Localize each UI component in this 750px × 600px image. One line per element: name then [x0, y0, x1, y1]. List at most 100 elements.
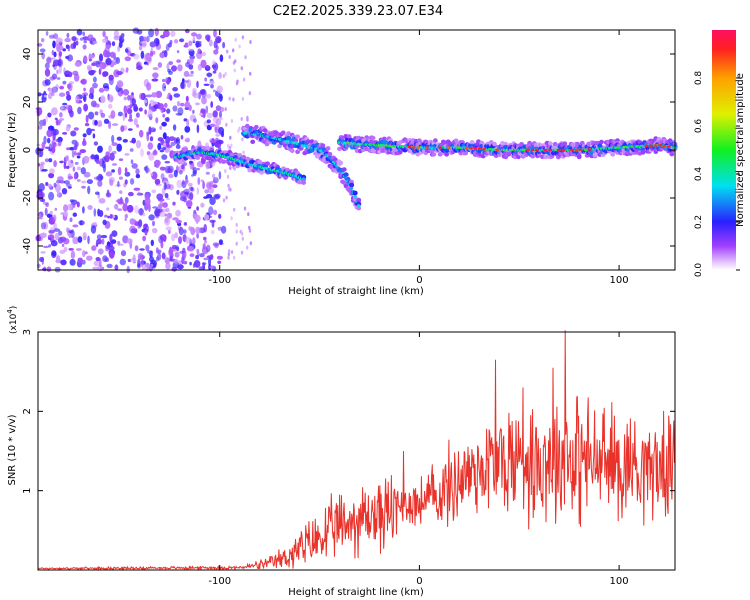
spectrogram-noise-cell — [105, 244, 111, 249]
spectrogram-noise-cell — [103, 49, 108, 58]
spectrogram-noise-cell — [49, 168, 55, 174]
spectrogram-noise-cell — [117, 180, 120, 187]
spectrogram-cell — [574, 148, 579, 152]
spectrogram-noise-cell — [200, 108, 206, 115]
spectrogram-noise-cell — [95, 160, 101, 164]
spectrogram-noise-cell — [66, 227, 69, 233]
spectrogram-noise-cell — [136, 65, 143, 71]
spectrogram-noise-cell — [39, 257, 44, 262]
spectrogram-noise-cell — [127, 191, 134, 197]
spectrogram-noise-cell — [44, 158, 50, 163]
spectrogram-noise-cell — [206, 72, 213, 78]
spectrogram-noise-cell — [179, 250, 186, 254]
spectrogram-noise-cell — [230, 216, 233, 221]
spectrogram-noise-cell — [144, 229, 148, 236]
spectrogram-noise-cell — [62, 102, 68, 106]
spectrogram-noise-cell — [193, 118, 197, 123]
spectrogram-noise-cell — [41, 52, 45, 60]
spectrogram-noise-cell — [202, 243, 206, 250]
spectrogram-noise-cell — [204, 77, 208, 82]
spectrogram-y-tick-label: 40 — [22, 48, 33, 61]
spectrogram-noise-cell — [75, 248, 82, 251]
spectrogram-noise-cell — [166, 63, 170, 70]
spectrogram-noise-cell — [176, 179, 183, 188]
spectrogram-noise-cell — [66, 32, 70, 38]
spectrogram-noise-cell — [187, 48, 195, 52]
spectrogram-noise-cell — [49, 227, 56, 231]
spectrogram-noise-cell — [192, 167, 198, 175]
spectrogram-noise-cell — [109, 250, 115, 259]
spectrogram-noise-cell — [192, 109, 195, 114]
spectrogram-noise-cell — [93, 208, 97, 217]
spectrogram-noise-cell — [175, 144, 181, 149]
spectrogram-noise-cell — [227, 252, 230, 257]
spectrogram-noise-cell — [41, 141, 46, 149]
spectrogram-noise-cell — [42, 118, 47, 126]
spectrogram-noise-cell — [56, 77, 61, 80]
spectrogram-noise-cell — [233, 255, 236, 260]
spectrogram-noise-cell — [204, 189, 209, 194]
spectrogram-noise-cell — [188, 246, 195, 252]
spectrogram-noise-cell — [69, 146, 75, 151]
spectrogram-noise-cell — [213, 209, 218, 215]
spectrogram-cell — [250, 139, 256, 144]
spectrogram-noise-cell — [209, 140, 217, 144]
spectrogram-noise-cell — [97, 248, 104, 255]
spectrogram-noise-cell — [116, 143, 122, 152]
spectrogram-noise-cell — [53, 228, 61, 232]
spectrogram-noise-cell — [175, 219, 182, 224]
spectrogram-noise-cell — [131, 163, 138, 169]
spectrogram-noise-cell — [124, 167, 128, 174]
spectrogram-noise-cell — [48, 158, 53, 163]
spectrogram-noise-cell — [37, 92, 42, 97]
spectrogram-noise-cell — [103, 88, 109, 92]
spectrogram-noise-cell — [222, 41, 226, 49]
spectrogram-noise-cell — [159, 125, 163, 130]
spectrogram-noise-cell — [132, 27, 140, 34]
spectrogram-noise-cell — [149, 136, 154, 142]
spectrogram-cell — [482, 147, 487, 151]
spectrogram-noise-cell — [168, 229, 171, 234]
spectrogram-noise-cell — [234, 37, 237, 42]
spectrogram-noise-cell — [162, 82, 166, 92]
spectrogram-noise-cell — [76, 155, 81, 159]
spectrogram-noise-cell — [219, 54, 224, 62]
spectrogram-noise-cell — [206, 182, 212, 190]
spectrogram-noise-cell — [51, 86, 59, 93]
spectrogram-noise-cell — [59, 249, 66, 254]
spectrogram-noise-cell — [169, 39, 173, 45]
spectrogram-noise-cell — [88, 58, 93, 62]
spectrogram-noise-cell — [175, 139, 180, 143]
spectrogram-noise-cell — [172, 201, 176, 206]
spectrogram-noise-cell — [162, 78, 165, 83]
spectrogram-noise-cell — [107, 215, 110, 219]
spectrogram-noise-cell — [143, 53, 151, 62]
spectrogram-noise-cell — [178, 170, 183, 175]
snr-frame — [37, 331, 676, 571]
spectrogram-noise-cell — [205, 65, 210, 70]
spectrogram-noise-cell — [65, 155, 69, 162]
spectrogram-noise-cell — [235, 241, 238, 246]
spectrogram-noise-cell — [166, 197, 170, 201]
spectrogram-noise-cell — [51, 146, 56, 154]
spectrogram-noise-cell — [145, 165, 149, 174]
spectrogram-noise-cell — [58, 51, 63, 57]
colorbar-gradient — [712, 30, 736, 270]
spectrogram-noise-cell — [116, 136, 122, 141]
spectrogram-noise-cell — [184, 179, 188, 186]
spectrogram-cell — [653, 144, 658, 147]
spectrogram-noise-cell — [229, 135, 232, 140]
spectrogram-noise-cell — [216, 37, 221, 44]
spectrogram-noise-cell — [69, 81, 74, 85]
spectrogram-noise-cell — [98, 210, 104, 217]
spectrogram-noise-cell — [131, 98, 136, 106]
spectrogram-cell — [570, 148, 574, 152]
spectrogram-noise-cell — [111, 41, 116, 47]
spectrogram-noise-cell — [59, 85, 64, 90]
spectrogram-noise-cell — [215, 118, 222, 126]
spectrogram-noise-cell — [74, 73, 80, 82]
spectrogram-noise-cell — [124, 218, 127, 221]
spectrogram-cell — [407, 145, 412, 149]
spectrogram-noise-cell — [75, 95, 80, 103]
spectrogram-noise-cell — [73, 41, 77, 49]
